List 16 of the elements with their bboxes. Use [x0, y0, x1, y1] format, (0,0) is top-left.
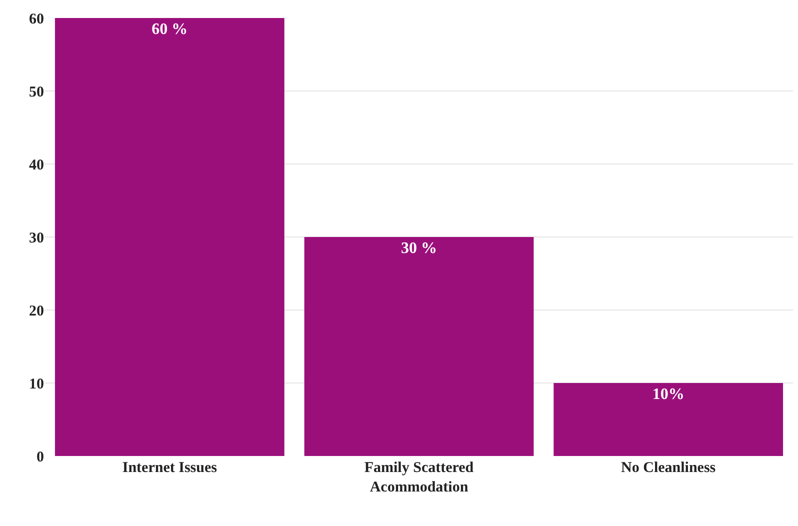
- x-tick-label: No Cleanliness: [621, 460, 716, 476]
- bar: [304, 237, 534, 456]
- y-tick-label: 50: [29, 84, 44, 100]
- y-tick-label: 10: [29, 376, 44, 392]
- data-label: 60 %: [152, 21, 188, 38]
- bar: [54, 18, 284, 456]
- x-tick-label: Internet Issues: [122, 460, 218, 476]
- y-tick-label: 40: [29, 157, 44, 174]
- bar: [554, 383, 784, 456]
- y-tick-label: 20: [29, 303, 44, 320]
- y-tick-label: 30: [29, 230, 44, 246]
- y-tick-label: 60: [29, 11, 44, 28]
- data-label: 30 %: [401, 240, 437, 257]
- y-tick-label: 0: [36, 449, 44, 466]
- x-tick-label: Family Scattered Acommodation: [364, 460, 474, 496]
- data-label: 10%: [652, 386, 684, 403]
